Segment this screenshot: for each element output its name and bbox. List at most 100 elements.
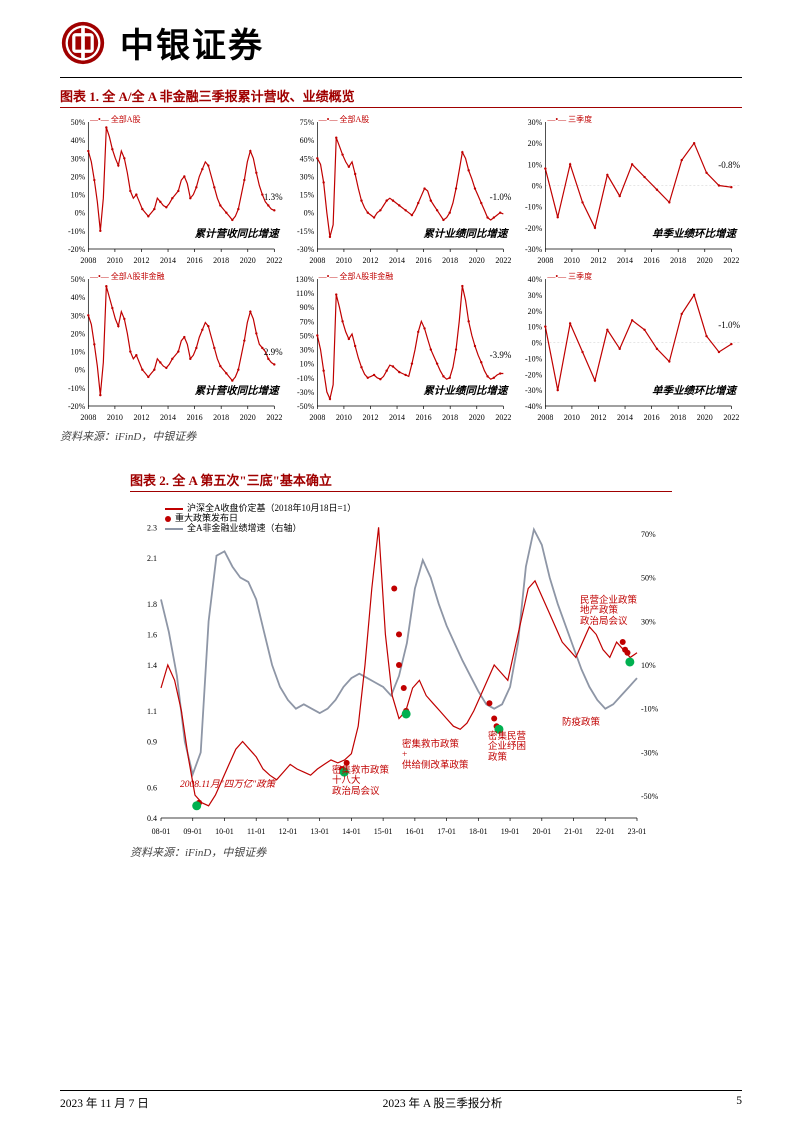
svg-text:2020: 2020 xyxy=(468,256,484,265)
svg-text:23-01: 23-01 xyxy=(628,827,647,836)
svg-text:2014: 2014 xyxy=(160,256,176,265)
svg-text:2010: 2010 xyxy=(107,256,123,265)
svg-text:2018: 2018 xyxy=(442,256,458,265)
svg-text:-30%: -30% xyxy=(525,386,543,395)
svg-text:70%: 70% xyxy=(299,317,314,326)
svg-text:50%: 50% xyxy=(71,118,86,127)
svg-text:90%: 90% xyxy=(299,303,314,312)
chart1-panel-3: -20%-10%0%10%20%30%40%50%200820102012201… xyxy=(60,269,285,424)
svg-text:2020: 2020 xyxy=(697,256,713,265)
panel-inner-label: 累计营收同比增速 xyxy=(195,383,279,398)
panel-end-value: 1.3% xyxy=(264,192,283,202)
svg-text:2008: 2008 xyxy=(309,256,325,265)
chart2-annotation: 密集救市政策十八大政治局会议 xyxy=(332,766,389,797)
page-footer: 2023 年 11 月 7 日 2023 年 A 股三季报分析 5 xyxy=(60,1090,742,1111)
chart1-title: 图表 1. 全 A/全 A 非金融三季报累计营收、业绩概览 xyxy=(60,86,742,108)
svg-text:-30%: -30% xyxy=(297,245,315,254)
svg-text:2010: 2010 xyxy=(336,413,352,422)
page-header: 中银证券 xyxy=(0,0,802,77)
svg-text:2018: 2018 xyxy=(213,413,229,422)
svg-text:1.6: 1.6 xyxy=(147,630,157,639)
brand-name: 中银证券 xyxy=(120,18,264,67)
svg-text:2022: 2022 xyxy=(266,256,282,265)
svg-text:2020: 2020 xyxy=(468,413,484,422)
svg-text:2022: 2022 xyxy=(266,413,282,422)
svg-text:70%: 70% xyxy=(641,530,656,539)
panel-inner-label: 累计业绩同比增速 xyxy=(423,383,507,398)
svg-text:2010: 2010 xyxy=(107,413,123,422)
svg-text:2014: 2014 xyxy=(389,413,405,422)
svg-text:2016: 2016 xyxy=(187,413,203,422)
svg-text:2012: 2012 xyxy=(362,413,378,422)
svg-text:-20%: -20% xyxy=(68,402,86,411)
svg-text:2008: 2008 xyxy=(309,413,325,422)
panel-inner-label: 累计业绩同比增速 xyxy=(423,226,507,241)
svg-text:0%: 0% xyxy=(75,366,86,375)
panel-end-value: -1.0% xyxy=(718,320,740,330)
chart1-panel-grid: -20%-10%0%10%20%30%40%50%200820102012201… xyxy=(60,112,742,424)
legend-dot-red: 重大政策发布日 xyxy=(175,514,238,523)
svg-text:2022: 2022 xyxy=(724,413,740,422)
svg-text:1.4: 1.4 xyxy=(147,661,157,670)
svg-text:2022: 2022 xyxy=(724,256,740,265)
panel-legend: —•— 全部A股 xyxy=(319,114,370,125)
svg-text:30%: 30% xyxy=(299,172,314,181)
svg-text:30%: 30% xyxy=(71,154,86,163)
svg-text:130%: 130% xyxy=(295,275,314,284)
chart2-container: 0.40.60.91.11.41.61.82.12.3-50%-30%-10%1… xyxy=(130,500,672,840)
panel-end-value: -1.0% xyxy=(490,192,512,202)
svg-text:0.6: 0.6 xyxy=(147,783,157,792)
svg-text:-30%: -30% xyxy=(641,748,659,757)
chart2-annotation: 防疫政策 xyxy=(562,718,600,728)
svg-text:0%: 0% xyxy=(75,209,86,218)
svg-text:19-01: 19-01 xyxy=(501,827,520,836)
svg-text:2010: 2010 xyxy=(564,413,580,422)
svg-text:40%: 40% xyxy=(528,275,543,284)
svg-text:-10%: -10% xyxy=(525,354,543,363)
svg-text:-40%: -40% xyxy=(525,402,543,411)
svg-text:1.8: 1.8 xyxy=(147,600,157,609)
svg-text:15-01: 15-01 xyxy=(374,827,393,836)
svg-text:2022: 2022 xyxy=(495,256,511,265)
panel-inner-label: 累计营收同比增速 xyxy=(195,226,279,241)
svg-text:40%: 40% xyxy=(71,136,86,145)
svg-text:2018: 2018 xyxy=(671,413,687,422)
svg-text:-50%: -50% xyxy=(297,402,315,411)
svg-text:2020: 2020 xyxy=(240,413,256,422)
svg-text:12-01: 12-01 xyxy=(279,827,298,836)
svg-text:11-01: 11-01 xyxy=(247,827,265,836)
svg-text:10%: 10% xyxy=(641,661,656,670)
svg-text:20-01: 20-01 xyxy=(532,827,551,836)
svg-text:-30%: -30% xyxy=(525,245,543,254)
svg-text:50%: 50% xyxy=(71,275,86,284)
chart1-panel-1: -30%-15%0%15%30%45%60%75%200820102012201… xyxy=(289,112,514,267)
svg-text:2012: 2012 xyxy=(591,413,607,422)
chart2-source: 资料来源：iFinD，中银证券 xyxy=(130,844,672,860)
svg-text:2022: 2022 xyxy=(495,413,511,422)
svg-text:-20%: -20% xyxy=(525,224,543,233)
chart2-annotation: 民营企业政策地产政策政治局会议 xyxy=(580,596,637,627)
svg-text:50%: 50% xyxy=(299,331,314,340)
chart1-source: 资料来源：iFinD，中银证券 xyxy=(60,428,742,444)
panel-end-value: -3.9% xyxy=(490,350,512,360)
panel-inner-label: 单季业绩环比增速 xyxy=(652,383,736,398)
svg-text:10%: 10% xyxy=(71,348,86,357)
svg-text:50%: 50% xyxy=(641,574,656,583)
svg-text:2020: 2020 xyxy=(240,256,256,265)
svg-text:2018: 2018 xyxy=(671,256,687,265)
svg-text:2016: 2016 xyxy=(187,256,203,265)
svg-text:13-01: 13-01 xyxy=(310,827,329,836)
svg-text:2016: 2016 xyxy=(415,413,431,422)
svg-text:2.3: 2.3 xyxy=(147,523,157,532)
svg-text:2010: 2010 xyxy=(564,256,580,265)
svg-text:10%: 10% xyxy=(71,191,86,200)
svg-text:-20%: -20% xyxy=(525,370,543,379)
svg-text:45%: 45% xyxy=(299,154,314,163)
svg-text:22-01: 22-01 xyxy=(596,827,615,836)
panel-legend: —•— 三季度 xyxy=(547,114,592,125)
svg-text:2008: 2008 xyxy=(80,413,96,422)
footer-page: 5 xyxy=(736,1095,742,1111)
svg-text:-15%: -15% xyxy=(297,227,315,236)
svg-text:14-01: 14-01 xyxy=(342,827,361,836)
svg-text:2012: 2012 xyxy=(133,413,149,422)
